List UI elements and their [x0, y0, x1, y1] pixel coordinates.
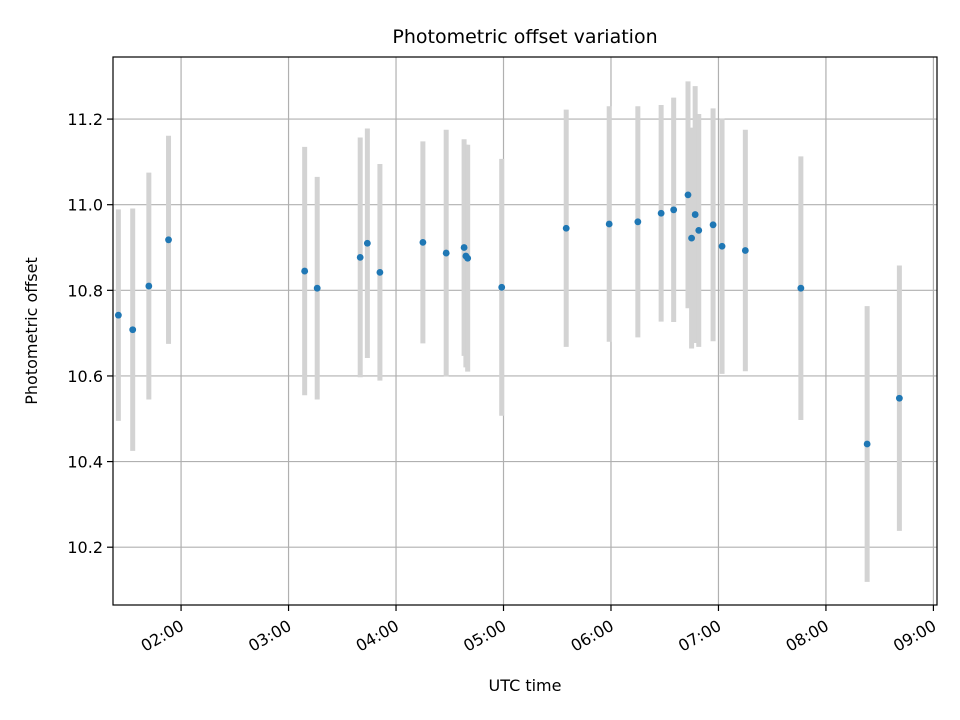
y-tick-label: 11.2 — [67, 110, 103, 129]
data-point — [895, 394, 903, 402]
data-point — [464, 254, 472, 262]
y-tick-label: 10.2 — [67, 538, 103, 557]
data-point — [741, 247, 749, 254]
y-axis-title: Photometric offset — [22, 257, 41, 405]
data-point — [165, 236, 172, 244]
data-point — [670, 206, 678, 214]
data-point — [797, 284, 805, 292]
data-point — [129, 326, 137, 334]
data-point — [363, 239, 371, 247]
data-point — [605, 220, 613, 228]
chart-title: Photometric offset variation — [392, 26, 657, 48]
y-tick-label: 10.4 — [67, 453, 103, 472]
x-axis-title: UTC time — [489, 676, 562, 695]
data-point — [562, 224, 570, 232]
data-point — [709, 221, 717, 229]
data-point — [695, 226, 703, 234]
data-point — [718, 242, 726, 250]
data-point — [691, 211, 699, 218]
data-point — [419, 238, 427, 246]
data-point — [634, 218, 642, 226]
data-point — [145, 282, 153, 290]
data-point — [376, 268, 384, 276]
data-point — [356, 253, 364, 261]
plot-frame — [112, 56, 938, 606]
data-point — [688, 234, 695, 242]
data-point — [301, 267, 309, 275]
data-point — [460, 244, 468, 251]
y-tick-label: 10.8 — [67, 281, 103, 300]
data-point — [498, 283, 506, 291]
data-point — [442, 249, 450, 257]
y-tick-label: 11.0 — [67, 196, 103, 215]
data-point — [114, 311, 122, 319]
data-points — [114, 191, 903, 448]
y-tick-label: 10.6 — [67, 367, 103, 386]
data-point — [684, 191, 692, 199]
data-point — [313, 284, 321, 292]
data-point — [657, 209, 665, 217]
y-axis-ticks: 10.2 10.4 10.6 10.8 11.0 11.2 — [67, 110, 113, 557]
data-point — [863, 440, 871, 448]
